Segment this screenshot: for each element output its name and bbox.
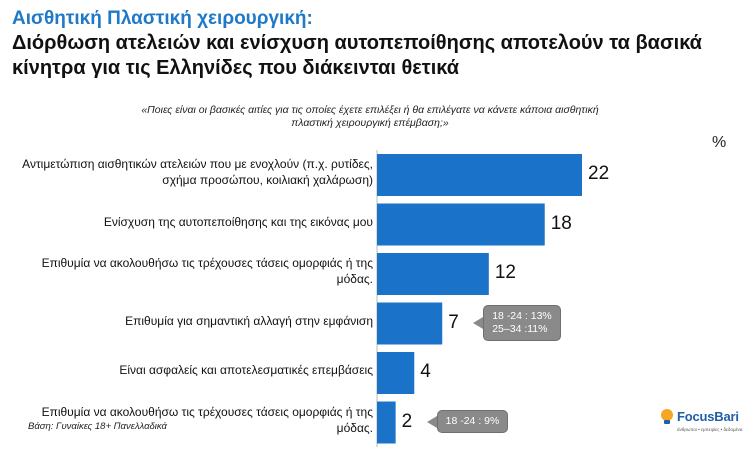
value-label-4: 4 [420,361,431,382]
bar-5 [377,401,396,444]
callout-arrow-1 [426,415,437,428]
value-label-3: 7 [448,311,459,333]
bar-2 [377,253,489,295]
lightbulb-icon [661,409,673,424]
value-label-2: 12 [494,262,516,283]
callout-1: 18 -24 : 9% [436,410,509,433]
category-label-4: Είναι ασφαλείς και αποτελεσματικές επεμβ… [119,363,373,377]
bar-3 [377,302,443,345]
survey-question: «Ποιες είναι οι βασικές αιτίες για τις ο… [141,104,599,129]
callout-1-line-0: 18 -24 : 9% [445,415,500,427]
focusbari-logo: FocusBari άνθρωποι • εμπειρίες • δεδομέν… [659,406,743,440]
category-label-3: Επιθυμία για σημαντική αλλαγή στην εμφάν… [125,313,373,328]
logo-text: FocusBari [677,409,739,424]
callout-0: 18 -24 : 13% 25–34 :11% [483,304,561,341]
value-label-5: 2 [401,410,413,432]
bar-4 [377,352,415,394]
category-label-2: Επιθυμία να ακολουθήσω τις τρέχουσες τάσ… [41,256,373,286]
title-line-2: Διόρθωση ατελειών και ενίσχυση αυτοπεποί… [12,32,702,79]
value-label-0: 22 [588,163,610,184]
callout-0-line-1: 25–34 :11% [492,322,548,335]
logo-tagline: άνθρωποι • εμπειρίες • δεδομένα [677,427,743,432]
bar-0 [377,154,582,196]
title-line-1: Αισθητική Πλαστική χειρουργική: [12,8,313,29]
callout-arrow-0 [473,316,484,329]
category-label-0: Αντιμετώπιση αισθητικών ατελειών που με … [22,157,373,187]
bar-1 [377,203,545,246]
percent-symbol: % [712,134,727,151]
base-note: Βάση: Γυναίκες 18+ Πανελλαδικά [28,421,167,432]
callout-0-line-0: 18 -24 : 13% [492,309,552,322]
value-label-1: 18 [550,212,572,234]
category-label-5: Επιθυμία να ακολουθήσω τις τρέχουσες τάσ… [41,404,373,435]
category-label-1: Ενίσχυση της αυτοπεποίθησης και της εικό… [103,214,373,229]
